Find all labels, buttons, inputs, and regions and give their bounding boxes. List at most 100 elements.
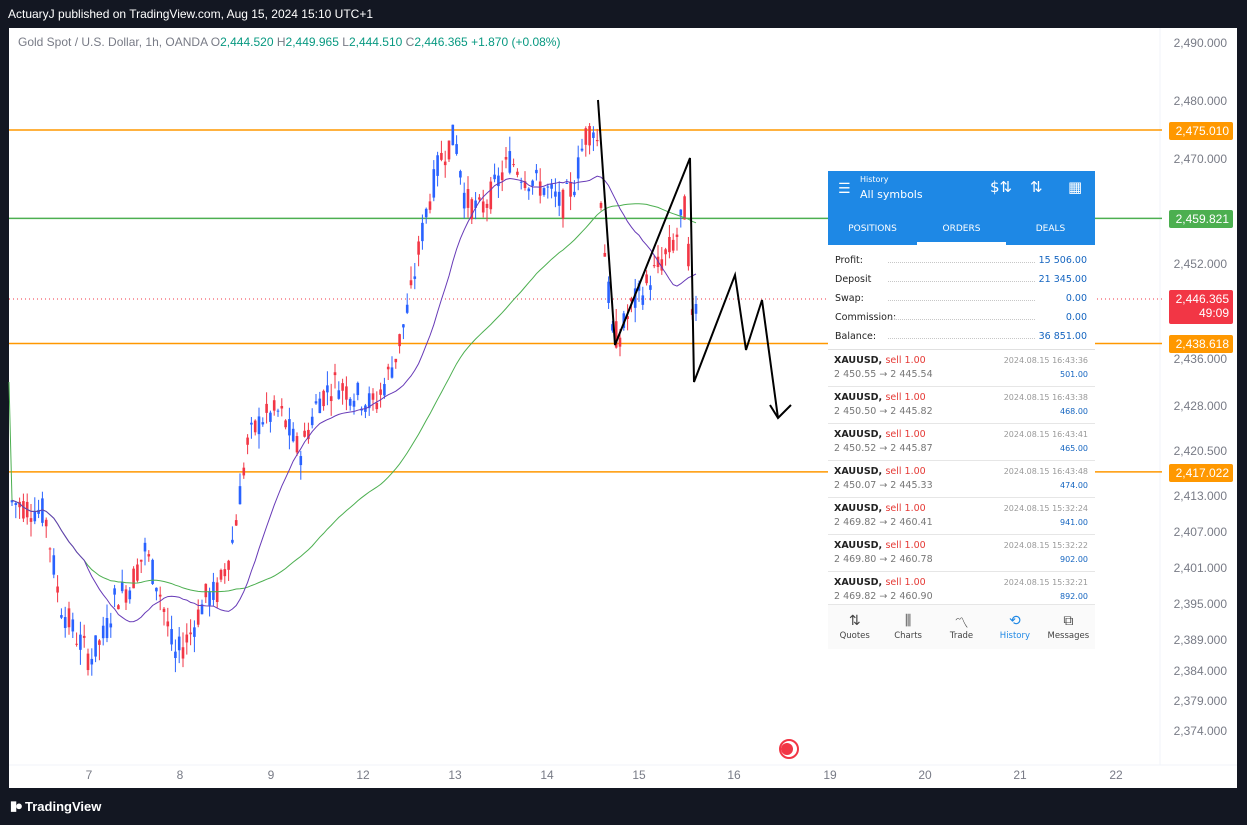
candle-body	[48, 548, 52, 550]
x-tick-label: 20	[918, 768, 932, 782]
mt-bottom-nav: ⇅ Quotes ⫼ Charts 〽 Trade ⟲ History ⧉ Messages	[828, 604, 1095, 649]
candle-body	[508, 151, 512, 173]
candle-body	[105, 618, 109, 639]
deal-row[interactable]: XAUUSD, sell 1.00 2 450.07 → 2 445.33 2024…	[828, 461, 1095, 498]
history-icon: ⟲	[1009, 613, 1021, 629]
menu-icon[interactable]: ☰	[838, 181, 851, 197]
candle-body	[459, 171, 462, 178]
deal-side: sell 1.00	[885, 392, 926, 403]
candle-body	[652, 265, 656, 267]
candle-body	[675, 234, 679, 237]
deal-row[interactable]: XAUUSD, sell 1.00 2 469.80 → 2 460.78 2024…	[828, 535, 1095, 572]
candle-body	[481, 201, 485, 213]
candle-body	[424, 208, 428, 218]
candle-body	[649, 285, 652, 290]
sort-icon[interactable]: ⇅	[1030, 178, 1043, 196]
candle-body	[348, 398, 352, 406]
candle-body	[356, 382, 360, 396]
candle-body	[428, 201, 432, 210]
y-tick-label: 2,428.000	[1174, 399, 1228, 413]
tab-deals[interactable]: DEALS	[1035, 224, 1066, 234]
candle-body	[337, 390, 341, 399]
tab-positions[interactable]: POSITIONS	[848, 224, 897, 234]
candle-body	[474, 200, 477, 208]
projection-drawing	[597, 99, 779, 419]
candle-body	[595, 140, 599, 142]
candle-body	[576, 157, 580, 179]
candle-body	[626, 316, 629, 320]
candle-body	[516, 171, 519, 175]
deal-prices: 2 450.52 → 2 445.87	[834, 443, 933, 454]
deal-row[interactable]: XAUUSD, sell 1.00 2 469.82 → 2 460.41 2024…	[828, 498, 1095, 535]
candle-body	[569, 181, 572, 197]
nav-trade[interactable]: 〽 Trade	[935, 605, 988, 649]
candle-body	[155, 587, 158, 592]
candle-body	[261, 422, 265, 425]
tradingview-logo-icon: ▮●	[10, 798, 23, 813]
candles-group	[10, 123, 698, 676]
candle-body	[132, 568, 135, 589]
candle-body	[14, 503, 18, 505]
candle-body	[345, 386, 348, 400]
candle-body	[519, 181, 523, 183]
y-tick-label: 2,470.000	[1174, 152, 1228, 166]
tradingview-logo[interactable]: ▮● TradingView	[10, 798, 102, 814]
candle-body	[326, 385, 329, 393]
candle-body	[478, 197, 481, 200]
deal-row[interactable]: XAUUSD, sell 1.00 2 450.55 → 2 445.54 2024…	[828, 350, 1095, 387]
candle-body	[367, 393, 371, 409]
candle-body	[67, 608, 71, 628]
candle-body	[664, 249, 667, 255]
candle-body	[227, 560, 230, 570]
quotes-icon: ⇅	[848, 613, 861, 629]
candle-body	[341, 383, 344, 391]
mt-header: ☰ History All symbols $⇅ ⇅ ▦ POSITIONS O…	[828, 171, 1095, 245]
candle-body	[375, 402, 379, 410]
candle-body	[276, 410, 280, 412]
candle-body	[143, 542, 147, 552]
summary-value: 21 345.00	[1038, 274, 1087, 285]
candle-body	[162, 608, 166, 612]
deal-row[interactable]: XAUUSD, sell 1.00 2 450.50 → 2 445.82 2024…	[828, 387, 1095, 424]
candle-body	[196, 609, 200, 625]
level-price-label: 2,417.022	[1169, 463, 1233, 482]
y-tick-label: 2,407.000	[1174, 525, 1228, 539]
close-value: 2,446.365	[414, 35, 468, 49]
calendar-icon[interactable]: ▦	[1068, 178, 1083, 196]
candle-body	[212, 581, 215, 600]
candle-body	[101, 625, 105, 639]
candle-body	[352, 400, 356, 407]
candle-body	[234, 520, 238, 526]
candle-body	[588, 126, 591, 146]
price-chart[interactable]: 2,490.000 2,480.000 2,470.000 2,452.000 2,43…	[0, 0, 1247, 788]
candle-body	[250, 422, 253, 425]
us-flag-icon	[781, 743, 793, 755]
candle-body	[504, 157, 508, 160]
deal-time: 2024.08.15 15:32:22	[1003, 541, 1088, 550]
tab-orders[interactable]: ORDERS	[917, 220, 1006, 245]
nav-charts[interactable]: ⫼ Charts	[881, 605, 934, 649]
candle-body	[630, 298, 633, 302]
y-tick-label: 2,490.000	[1174, 36, 1228, 50]
summary-value: 0.00	[1065, 312, 1087, 323]
deal-row[interactable]: XAUUSD, sell 1.00 2 450.52 → 2 445.87 2024…	[828, 424, 1095, 461]
nav-quotes[interactable]: ⇅ Quotes	[828, 605, 881, 649]
nav-messages[interactable]: ⧉ Messages	[1042, 605, 1095, 649]
deal-side: sell 1.00	[885, 540, 926, 551]
candle-body	[219, 569, 223, 580]
nav-history[interactable]: ⟲ History	[988, 605, 1041, 649]
low-value: 2,444.510	[348, 35, 403, 49]
candle-body	[269, 412, 272, 422]
candle-body	[383, 384, 386, 396]
candle-body	[531, 180, 534, 186]
candle-body	[603, 252, 607, 257]
candle-body	[527, 188, 531, 192]
candle-body	[136, 564, 139, 581]
candle-body	[443, 161, 447, 166]
deal-prices: 2 450.07 → 2 445.33	[834, 480, 933, 491]
currency-filter-icon[interactable]: $⇅	[990, 178, 1013, 196]
candle-body	[52, 555, 56, 575]
candle-body	[82, 635, 86, 638]
candle-body	[413, 276, 417, 279]
deal-profit: 941.00	[1060, 518, 1088, 527]
